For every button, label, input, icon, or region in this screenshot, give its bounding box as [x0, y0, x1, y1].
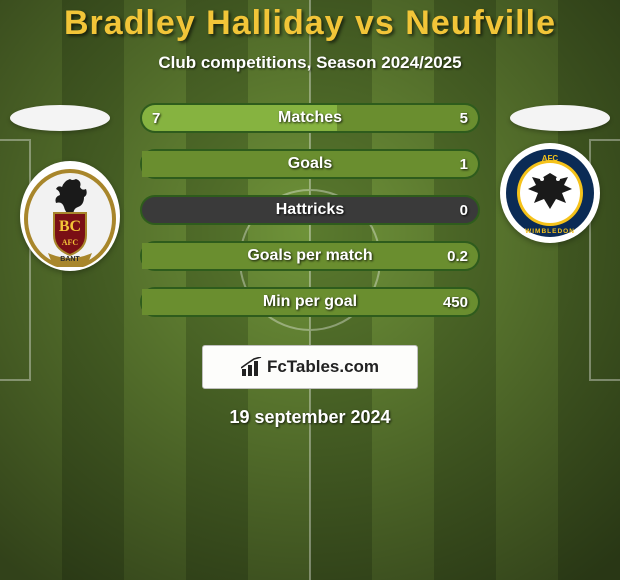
branding-text: FcTables.com [267, 357, 379, 377]
right-crest-top-text: AFC [542, 154, 559, 163]
stat-label: Matches [142, 105, 478, 131]
stat-value-left: 7 [152, 105, 160, 131]
stat-value-right: 5 [460, 105, 468, 131]
comparison-title: Bradley Halliday vs Neufville [0, 4, 620, 43]
date-text: 19 september 2024 [0, 407, 620, 428]
stat-value-right: 1 [460, 151, 468, 177]
right-crest-bottom-text: WIMBLEDON [525, 228, 575, 235]
season-subtitle: Club competitions, Season 2024/2025 [0, 53, 620, 73]
stat-label: Goals [142, 151, 478, 177]
svg-text:AFC: AFC [62, 238, 79, 247]
right-player-marker [510, 105, 610, 131]
left-crest-banner-text: BANT [60, 256, 80, 263]
left-player-marker [10, 105, 110, 131]
svg-text:BC: BC [59, 218, 81, 235]
stat-row: Min per goal450 [140, 287, 480, 317]
bar-chart-icon [241, 357, 263, 377]
stat-label: Hattricks [142, 197, 478, 223]
stat-label: Min per goal [142, 289, 478, 315]
stat-row: Goals1 [140, 149, 480, 179]
stat-value-right: 0 [460, 197, 468, 223]
right-club-crest: AFC WIMBLEDON [500, 143, 600, 243]
stat-label: Goals per match [142, 243, 478, 269]
stat-row: Hattricks0 [140, 195, 480, 225]
stat-rows-container: Matches7 5 Goals1 Hattricks0 Goals per match… [140, 103, 480, 333]
stat-row: Goals per match0.2 [140, 241, 480, 271]
branding-badge: FcTables.com [202, 345, 418, 389]
stat-value-right: 450 [443, 289, 468, 315]
left-club-crest: BC AFC BANT [20, 161, 120, 271]
stat-value-right: 0.2 [447, 243, 468, 269]
stats-area: BC AFC BANT AFC WIMBLEDON [0, 103, 620, 339]
stat-row: Matches7 5 [140, 103, 480, 133]
